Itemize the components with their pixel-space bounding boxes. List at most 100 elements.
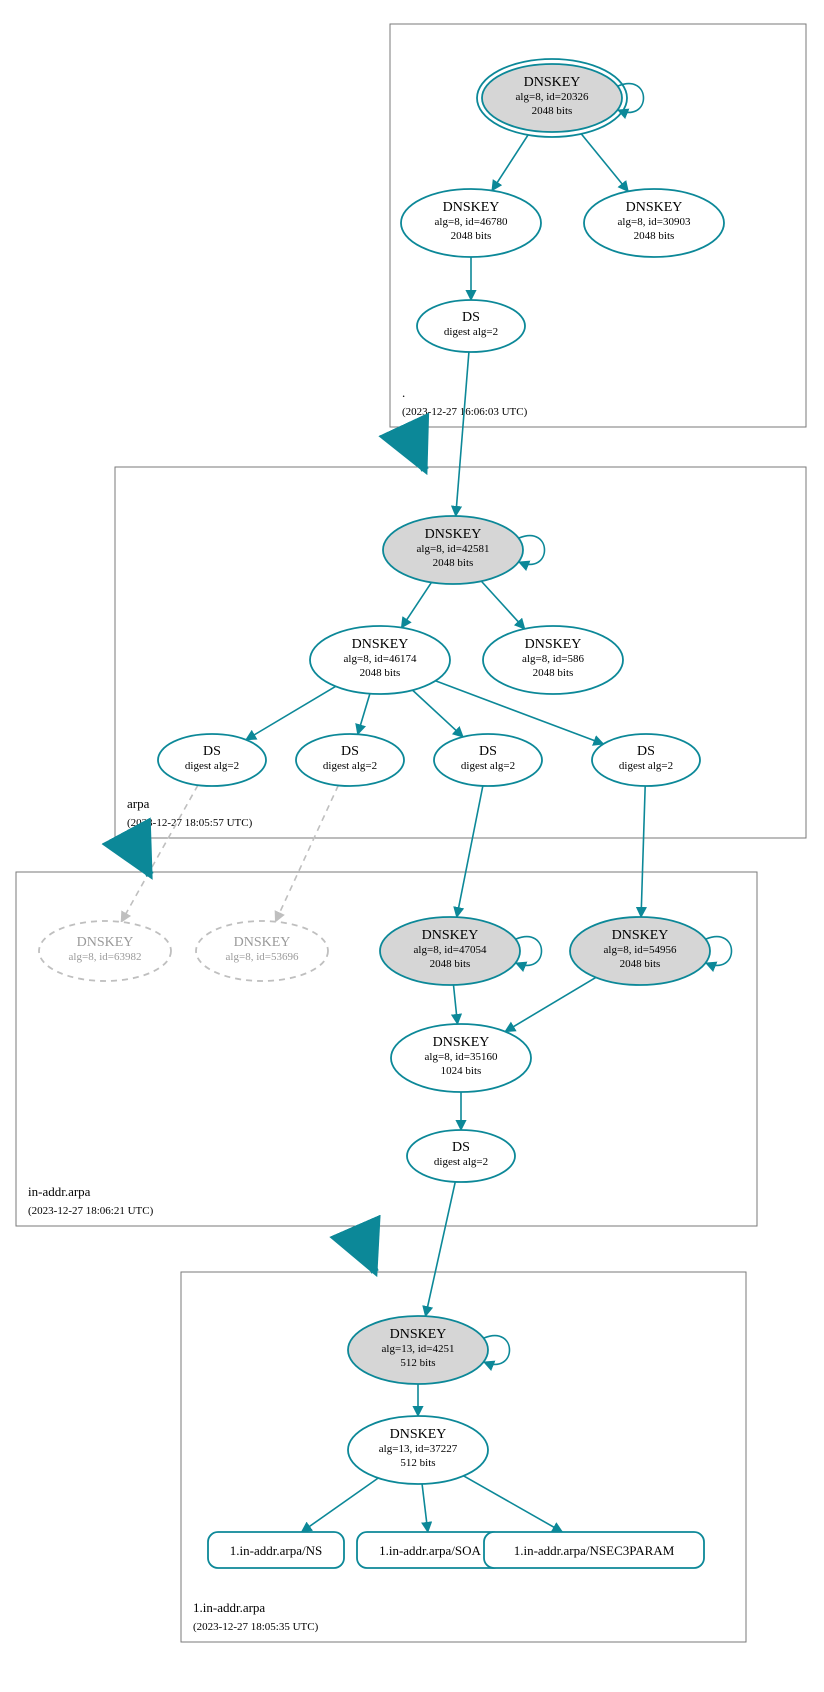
svg-text:DNSKEY: DNSKEY (425, 527, 482, 542)
svg-text:DNSKEY: DNSKEY (234, 935, 291, 950)
node-o-r3: 1.in-addr.arpa/NSEC3PARAM (484, 1532, 704, 1568)
svg-text:digest alg=2: digest alg=2 (444, 326, 498, 338)
svg-text:alg=8, id=46780: alg=8, id=46780 (435, 216, 508, 228)
node-i-k2: DNSKEYalg=8, id=54956 2048 bits (570, 917, 732, 985)
svg-text:DS: DS (637, 744, 655, 759)
svg-text:alg=8, id=54956: alg=8, id=54956 (604, 944, 677, 956)
svg-text:DNSKEY: DNSKEY (422, 928, 479, 943)
svg-text:1.in-addr.arpa/NSEC3PARAM: 1.in-addr.arpa/NSEC3PARAM (514, 1543, 675, 1558)
svg-text:DS: DS (341, 744, 359, 759)
node-a-ds1: DSdigest alg=2 (158, 734, 266, 786)
svg-text:in-addr.arpa: in-addr.arpa (28, 1184, 91, 1199)
edge (578, 130, 628, 192)
svg-text:2048 bits: 2048 bits (430, 958, 471, 970)
edge (453, 985, 457, 1024)
zone-delegation-arrow (355, 1226, 375, 1272)
svg-text:alg=13, id=37227: alg=13, id=37227 (379, 1443, 458, 1455)
svg-text:2048 bits: 2048 bits (451, 230, 492, 242)
svg-text:DNSKEY: DNSKEY (626, 200, 683, 215)
svg-text:DNSKEY: DNSKEY (524, 75, 581, 90)
edge (481, 581, 524, 629)
edge (276, 785, 339, 921)
edge (492, 130, 531, 190)
node-a-ksk: DNSKEYalg=8, id=42581 2048 bits (383, 516, 545, 584)
edge (641, 786, 645, 917)
svg-text:alg=13, id=4251: alg=13, id=4251 (382, 1343, 455, 1355)
svg-text:DS: DS (203, 744, 221, 759)
svg-text:DNSKEY: DNSKEY (77, 935, 134, 950)
node-r-zsk1: DNSKEYalg=8, id=46780 2048 bits (401, 189, 541, 257)
svg-text:alg=8, id=586: alg=8, id=586 (522, 653, 584, 665)
svg-text:1.in-addr.arpa/SOA: 1.in-addr.arpa/SOA (379, 1543, 481, 1558)
zone-delegation-arrow (130, 838, 150, 875)
svg-text:alg=8, id=42581: alg=8, id=42581 (417, 543, 490, 555)
edge (302, 1478, 379, 1532)
svg-text:alg=8, id=35160: alg=8, id=35160 (425, 1051, 498, 1063)
node-o-zsk: DNSKEYalg=13, id=37227 512 bits (348, 1416, 488, 1484)
node-r-ds: DSdigest alg=2 (417, 300, 525, 352)
svg-text:2048 bits: 2048 bits (360, 667, 401, 679)
svg-text:.: . (402, 385, 405, 400)
node-o-r1: 1.in-addr.arpa/NS (208, 1532, 344, 1568)
svg-text:DNSKEY: DNSKEY (390, 1427, 447, 1442)
edge (457, 786, 483, 917)
edge (422, 1484, 428, 1532)
svg-text:(2023-12-27 18:06:21 UTC): (2023-12-27 18:06:21 UTC) (28, 1205, 154, 1217)
node-i-k1: DNSKEYalg=8, id=47054 2048 bits (380, 917, 542, 985)
edge (358, 694, 370, 735)
node-i-zsk: DNSKEYalg=8, id=35160 1024 bits (391, 1024, 531, 1092)
svg-text:DNSKEY: DNSKEY (525, 637, 582, 652)
edge (425, 1182, 455, 1316)
svg-text:alg=8, id=30903: alg=8, id=30903 (618, 216, 691, 228)
svg-text:alg=8, id=20326: alg=8, id=20326 (516, 91, 589, 103)
node-a-zsk2: DNSKEYalg=8, id=586 2048 bits (483, 626, 623, 694)
node-i-d2: DNSKEYalg=8, id=53696 (196, 921, 328, 981)
svg-text:DS: DS (452, 1140, 470, 1155)
svg-text:512 bits: 512 bits (400, 1457, 435, 1469)
edge (505, 977, 596, 1031)
node-a-ds4: DSdigest alg=2 (592, 734, 700, 786)
zone-delegation-arrow (405, 427, 425, 470)
svg-text:arpa: arpa (127, 796, 150, 811)
node-r-ksk: DNSKEYalg=8, id=20326 2048 bits (477, 59, 644, 137)
node-layer: DNSKEYalg=8, id=203262048 bitsDNSKEYalg=… (39, 59, 732, 1568)
svg-text:alg=8, id=46174: alg=8, id=46174 (344, 653, 417, 665)
node-r-zsk2: DNSKEYalg=8, id=30903 2048 bits (584, 189, 724, 257)
svg-text:digest alg=2: digest alg=2 (461, 760, 515, 772)
svg-text:(2023-12-27 18:05:35 UTC): (2023-12-27 18:05:35 UTC) (193, 1621, 319, 1633)
svg-text:DS: DS (462, 310, 480, 325)
svg-text:digest alg=2: digest alg=2 (185, 760, 239, 772)
svg-text:1.in-addr.arpa: 1.in-addr.arpa (193, 1600, 265, 1615)
svg-text:DNSKEY: DNSKEY (433, 1035, 490, 1050)
svg-text:2048 bits: 2048 bits (634, 230, 675, 242)
edge (246, 686, 336, 739)
svg-text:2048 bits: 2048 bits (532, 105, 573, 117)
svg-text:digest alg=2: digest alg=2 (619, 760, 673, 772)
node-i-ds: DSdigest alg=2 (407, 1130, 515, 1182)
node-a-zsk1: DNSKEYalg=8, id=46174 2048 bits (310, 626, 450, 694)
svg-text:DNSKEY: DNSKEY (612, 928, 669, 943)
svg-text:DNSKEY: DNSKEY (352, 637, 409, 652)
svg-text:2048 bits: 2048 bits (620, 958, 661, 970)
edge (456, 352, 469, 516)
edge (413, 690, 464, 737)
svg-text:alg=8, id=63982: alg=8, id=63982 (69, 951, 142, 963)
svg-text:digest alg=2: digest alg=2 (434, 1156, 488, 1168)
svg-text:alg=8, id=47054: alg=8, id=47054 (414, 944, 487, 956)
svg-text:(2023-12-27 18:05:57 UTC): (2023-12-27 18:05:57 UTC) (127, 817, 253, 829)
node-i-d1: DNSKEYalg=8, id=63982 (39, 921, 171, 981)
svg-text:1.in-addr.arpa/NS: 1.in-addr.arpa/NS (230, 1543, 322, 1558)
node-o-r2: 1.in-addr.arpa/SOA (357, 1532, 503, 1568)
svg-text:1024 bits: 1024 bits (441, 1065, 482, 1077)
edge (401, 582, 431, 627)
svg-text:2048 bits: 2048 bits (433, 557, 474, 569)
node-a-ds3: DSdigest alg=2 (434, 734, 542, 786)
svg-text:digest alg=2: digest alg=2 (323, 760, 377, 772)
node-a-ds2: DSdigest alg=2 (296, 734, 404, 786)
svg-text:512 bits: 512 bits (400, 1357, 435, 1369)
svg-text:2048 bits: 2048 bits (533, 667, 574, 679)
svg-text:DS: DS (479, 744, 497, 759)
diagram-canvas: .(2023-12-27 16:06:03 UTC)arpa(2023-12-2… (0, 0, 824, 1692)
svg-text:DNSKEY: DNSKEY (443, 200, 500, 215)
svg-text:DNSKEY: DNSKEY (390, 1327, 447, 1342)
